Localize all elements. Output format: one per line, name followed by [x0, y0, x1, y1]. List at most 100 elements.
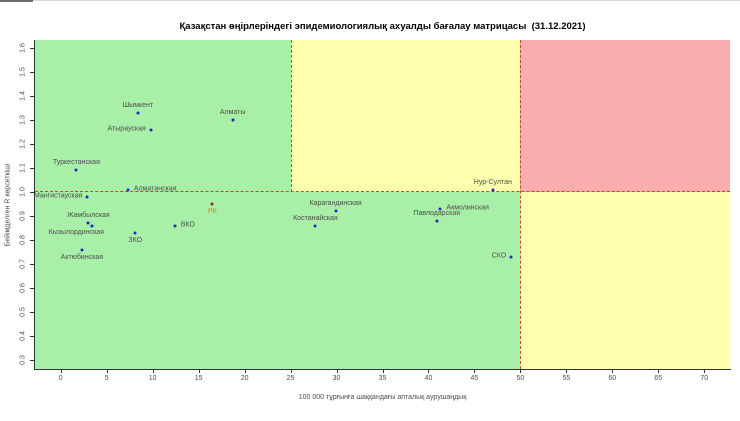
x-tick-label: 35	[378, 375, 387, 382]
plot-area: Туркестанская Шымкент Атырауская Алматы Алма…	[33, 40, 730, 369]
y-axis-line	[34, 40, 35, 370]
x-tick-mark	[244, 369, 246, 373]
point-label-Шымкент: Шымкент	[122, 101, 154, 109]
point-label-Жамбылская: Жамбылская	[66, 212, 110, 220]
y-tick-label: 1.1	[19, 163, 27, 173]
y-tick-mark	[30, 47, 34, 49]
y-tick-label: 1.0	[19, 187, 27, 197]
y-tick-label: 0.9	[19, 211, 27, 221]
y-tick-mark	[30, 288, 34, 290]
y-tick-mark	[30, 264, 34, 266]
x-tick-mark	[612, 369, 614, 373]
data-point-Туркестанская	[74, 168, 78, 172]
zone-green-bottom	[35, 192, 521, 369]
data-point-РК	[210, 202, 214, 206]
x-tick-mark	[198, 369, 200, 373]
data-point-Атырауская	[149, 128, 153, 132]
data-point-Мангистауская	[85, 195, 89, 199]
data-point-Павлодарская	[435, 219, 439, 223]
chart-title: Қазақстан өңірлеріндегі эпидемиологиялық…	[179, 21, 586, 32]
point-label-Алматинская: Алматинская	[133, 185, 177, 193]
x-tick-label: 60	[608, 375, 617, 382]
x-tick-mark	[658, 369, 660, 373]
y-tick-label: 0.3	[19, 355, 27, 365]
x-tick-label: 65	[654, 375, 663, 382]
y-tick-label: 0.7	[19, 259, 27, 269]
data-point-Карагандинская	[334, 209, 338, 213]
y-tick-mark	[30, 167, 34, 169]
x-tick-label: 70	[700, 375, 709, 382]
x-tick-mark	[428, 369, 430, 373]
x-tick-mark	[474, 369, 476, 373]
data-point-Кызылординская	[90, 224, 94, 228]
x-tick-label: 45	[470, 375, 479, 382]
y-tick-mark	[30, 312, 34, 314]
threshold-line-incidence-50	[520, 40, 522, 369]
data-point-Костанайская	[313, 224, 317, 228]
y-tick-label: 0.8	[19, 235, 27, 245]
x-tick-mark	[382, 369, 384, 373]
data-point-Шымкент	[136, 111, 140, 115]
point-label-ЗКО: ЗКО	[128, 236, 143, 244]
y-tick-mark	[30, 95, 34, 97]
zone-red-top	[520, 40, 730, 192]
window-top-border	[0, 0, 740, 1]
y-tick-mark	[30, 143, 34, 145]
threshold-line-r-threshold-1.0	[35, 191, 730, 192]
data-point-Актюбинская	[80, 248, 84, 252]
x-tick-mark	[566, 369, 568, 373]
point-label-Карагандинская: Карагандинская	[309, 200, 362, 208]
x-tick-label: 55	[562, 375, 571, 382]
point-label-Павлодарская: Павлодарская	[413, 209, 461, 217]
y-tick-mark	[30, 216, 34, 218]
y-tick-label: 1.4	[19, 91, 27, 101]
y-tick-label: 0.6	[19, 283, 27, 293]
y-tick-label: 0.5	[19, 307, 27, 317]
point-label-Нур-Султан: Нур-Султан	[473, 178, 512, 186]
x-tick-label: 40	[424, 375, 433, 382]
data-point-Жамбылская	[86, 221, 90, 225]
zone-yellow-top	[290, 40, 521, 192]
x-tick-mark	[106, 369, 108, 373]
point-label-Актюбинская: Актюбинская	[60, 253, 104, 261]
point-label-Атырауская: Атырауская	[107, 125, 146, 133]
point-label-СКО: СКО	[491, 252, 507, 260]
data-point-Акмолинская	[438, 207, 442, 211]
y-tick-mark	[30, 240, 34, 242]
x-tick-mark	[336, 369, 338, 373]
data-point-ВКО	[173, 224, 177, 228]
x-tick-mark	[60, 369, 62, 373]
y-tick-mark	[30, 336, 34, 338]
x-tick-mark	[290, 369, 292, 373]
data-point-СКО	[509, 255, 513, 259]
point-label-Кызылординская: Кызылординская	[48, 228, 104, 236]
point-label-Костанайская: Костанайская	[293, 214, 338, 222]
x-tick-label: 5	[104, 375, 109, 382]
point-label-Акмолинская: Акмолинская	[446, 204, 489, 212]
y-axis-title: Бейімделген R көрсеткіші	[4, 163, 12, 247]
y-tick-mark	[30, 192, 34, 193]
x-tick-label: 30	[332, 375, 341, 382]
y-tick-label: 1.2	[19, 139, 27, 149]
x-tick-label: 20	[240, 375, 249, 382]
y-tick-label: 1.6	[19, 43, 27, 53]
y-tick-label: 1.5	[19, 67, 27, 77]
point-label-Мангистауская: Мангистауская	[33, 192, 83, 200]
data-point-Алматы	[231, 118, 235, 122]
x-tick-mark	[704, 369, 706, 373]
x-tick-label: 25	[286, 375, 295, 382]
zone-green-top	[35, 40, 291, 192]
y-tick-mark	[30, 119, 34, 121]
zone-yellow-bottom	[520, 192, 730, 369]
point-label-ВКО: ВКО	[180, 221, 195, 229]
point-label-Туркестанская: Туркестанская	[52, 159, 100, 167]
x-tick-label: 10	[148, 375, 157, 382]
point-label-Алматы: Алматы	[219, 108, 246, 116]
x-axis-title: 100 000 тұрғынға шаққандағы апталық ауру…	[298, 394, 467, 401]
window-top-border-segment	[0, 0, 33, 2]
x-tick-label: 15	[194, 375, 203, 382]
x-tick-mark	[520, 369, 522, 373]
x-tick-label: 50	[516, 375, 525, 382]
